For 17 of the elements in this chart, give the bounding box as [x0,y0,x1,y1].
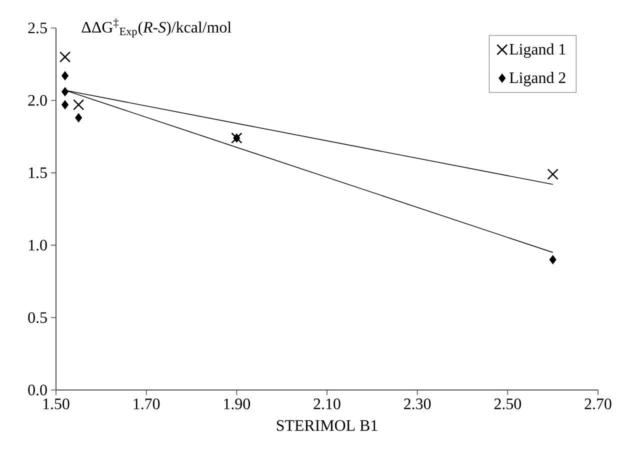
x-tick-label: 2.30 [404,398,431,410]
x-tick-label: 2.70 [584,398,612,410]
y-tick-label: 2.5 [28,22,47,34]
y-tick-label: 0.5 [28,312,47,324]
y-tick-label: 1.0 [28,240,47,251]
x-axis-title: STERIMOL B1 [276,420,378,431]
x-tick-label: 1.70 [134,398,160,410]
x-tick-label: 2.50 [494,398,522,410]
legend-label: Ligand 2 [510,72,566,86]
y-tick-label: 0.0 [28,384,47,396]
y-axis-title: ΔΔG$^{‡}$$_{Exp}$(R-S)/kcal/mol [82,18,232,38]
y-tick-label: 2.0 [28,94,47,106]
y-tick-label: 1.5 [28,167,47,178]
x-tick-label: 2.10 [314,398,340,410]
x-tick-label: 1.50 [43,398,70,410]
x-tick-label: 1.90 [224,398,250,410]
legend-label: Ligand 1 [510,43,566,58]
